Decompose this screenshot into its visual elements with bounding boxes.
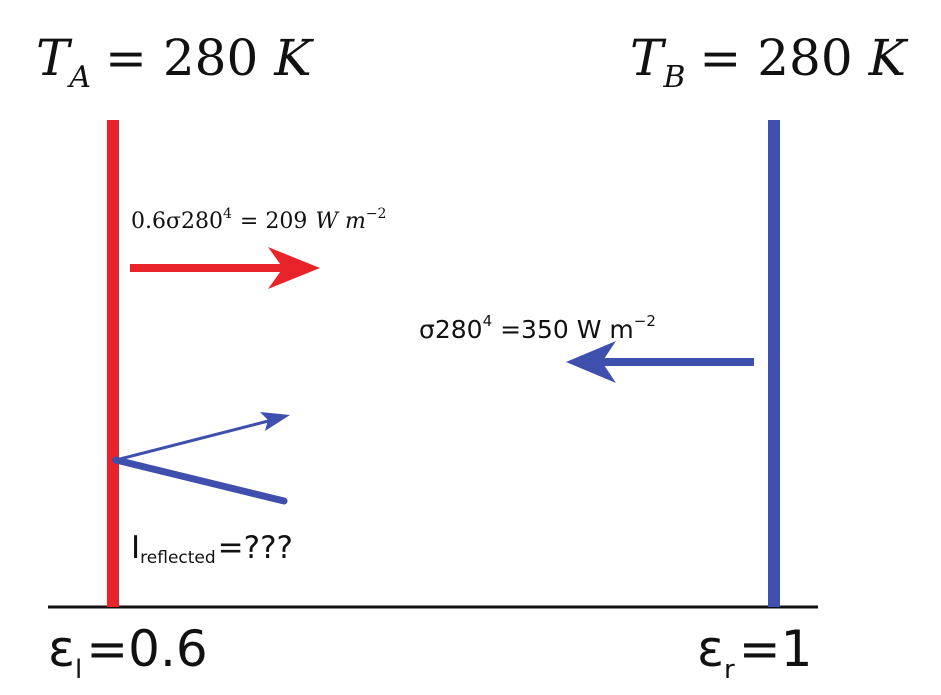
reflected-intensity-label: Ireflected=??? xyxy=(131,530,293,568)
emissivity-right-label: εr=1 xyxy=(697,620,812,685)
incoming-flux-arrow xyxy=(566,341,754,383)
reflection-reflected-ray xyxy=(115,416,281,462)
temperature-b-label: TB = 280 K xyxy=(630,29,909,95)
emitted-flux-arrow xyxy=(130,247,320,289)
emissivity-left-label: εl=0.6 xyxy=(48,620,208,685)
reflection-arrows xyxy=(112,412,290,505)
temperature-a-label: TA = 280 K xyxy=(36,29,314,95)
reflection-incident-ray xyxy=(112,456,288,505)
reflection-arrowhead xyxy=(260,412,290,431)
incoming-flux-label: σ2804 =350 W m−2 xyxy=(419,312,656,344)
emitted-flux-label: 0.6σ2804 = 209 W m−2 xyxy=(131,206,386,234)
